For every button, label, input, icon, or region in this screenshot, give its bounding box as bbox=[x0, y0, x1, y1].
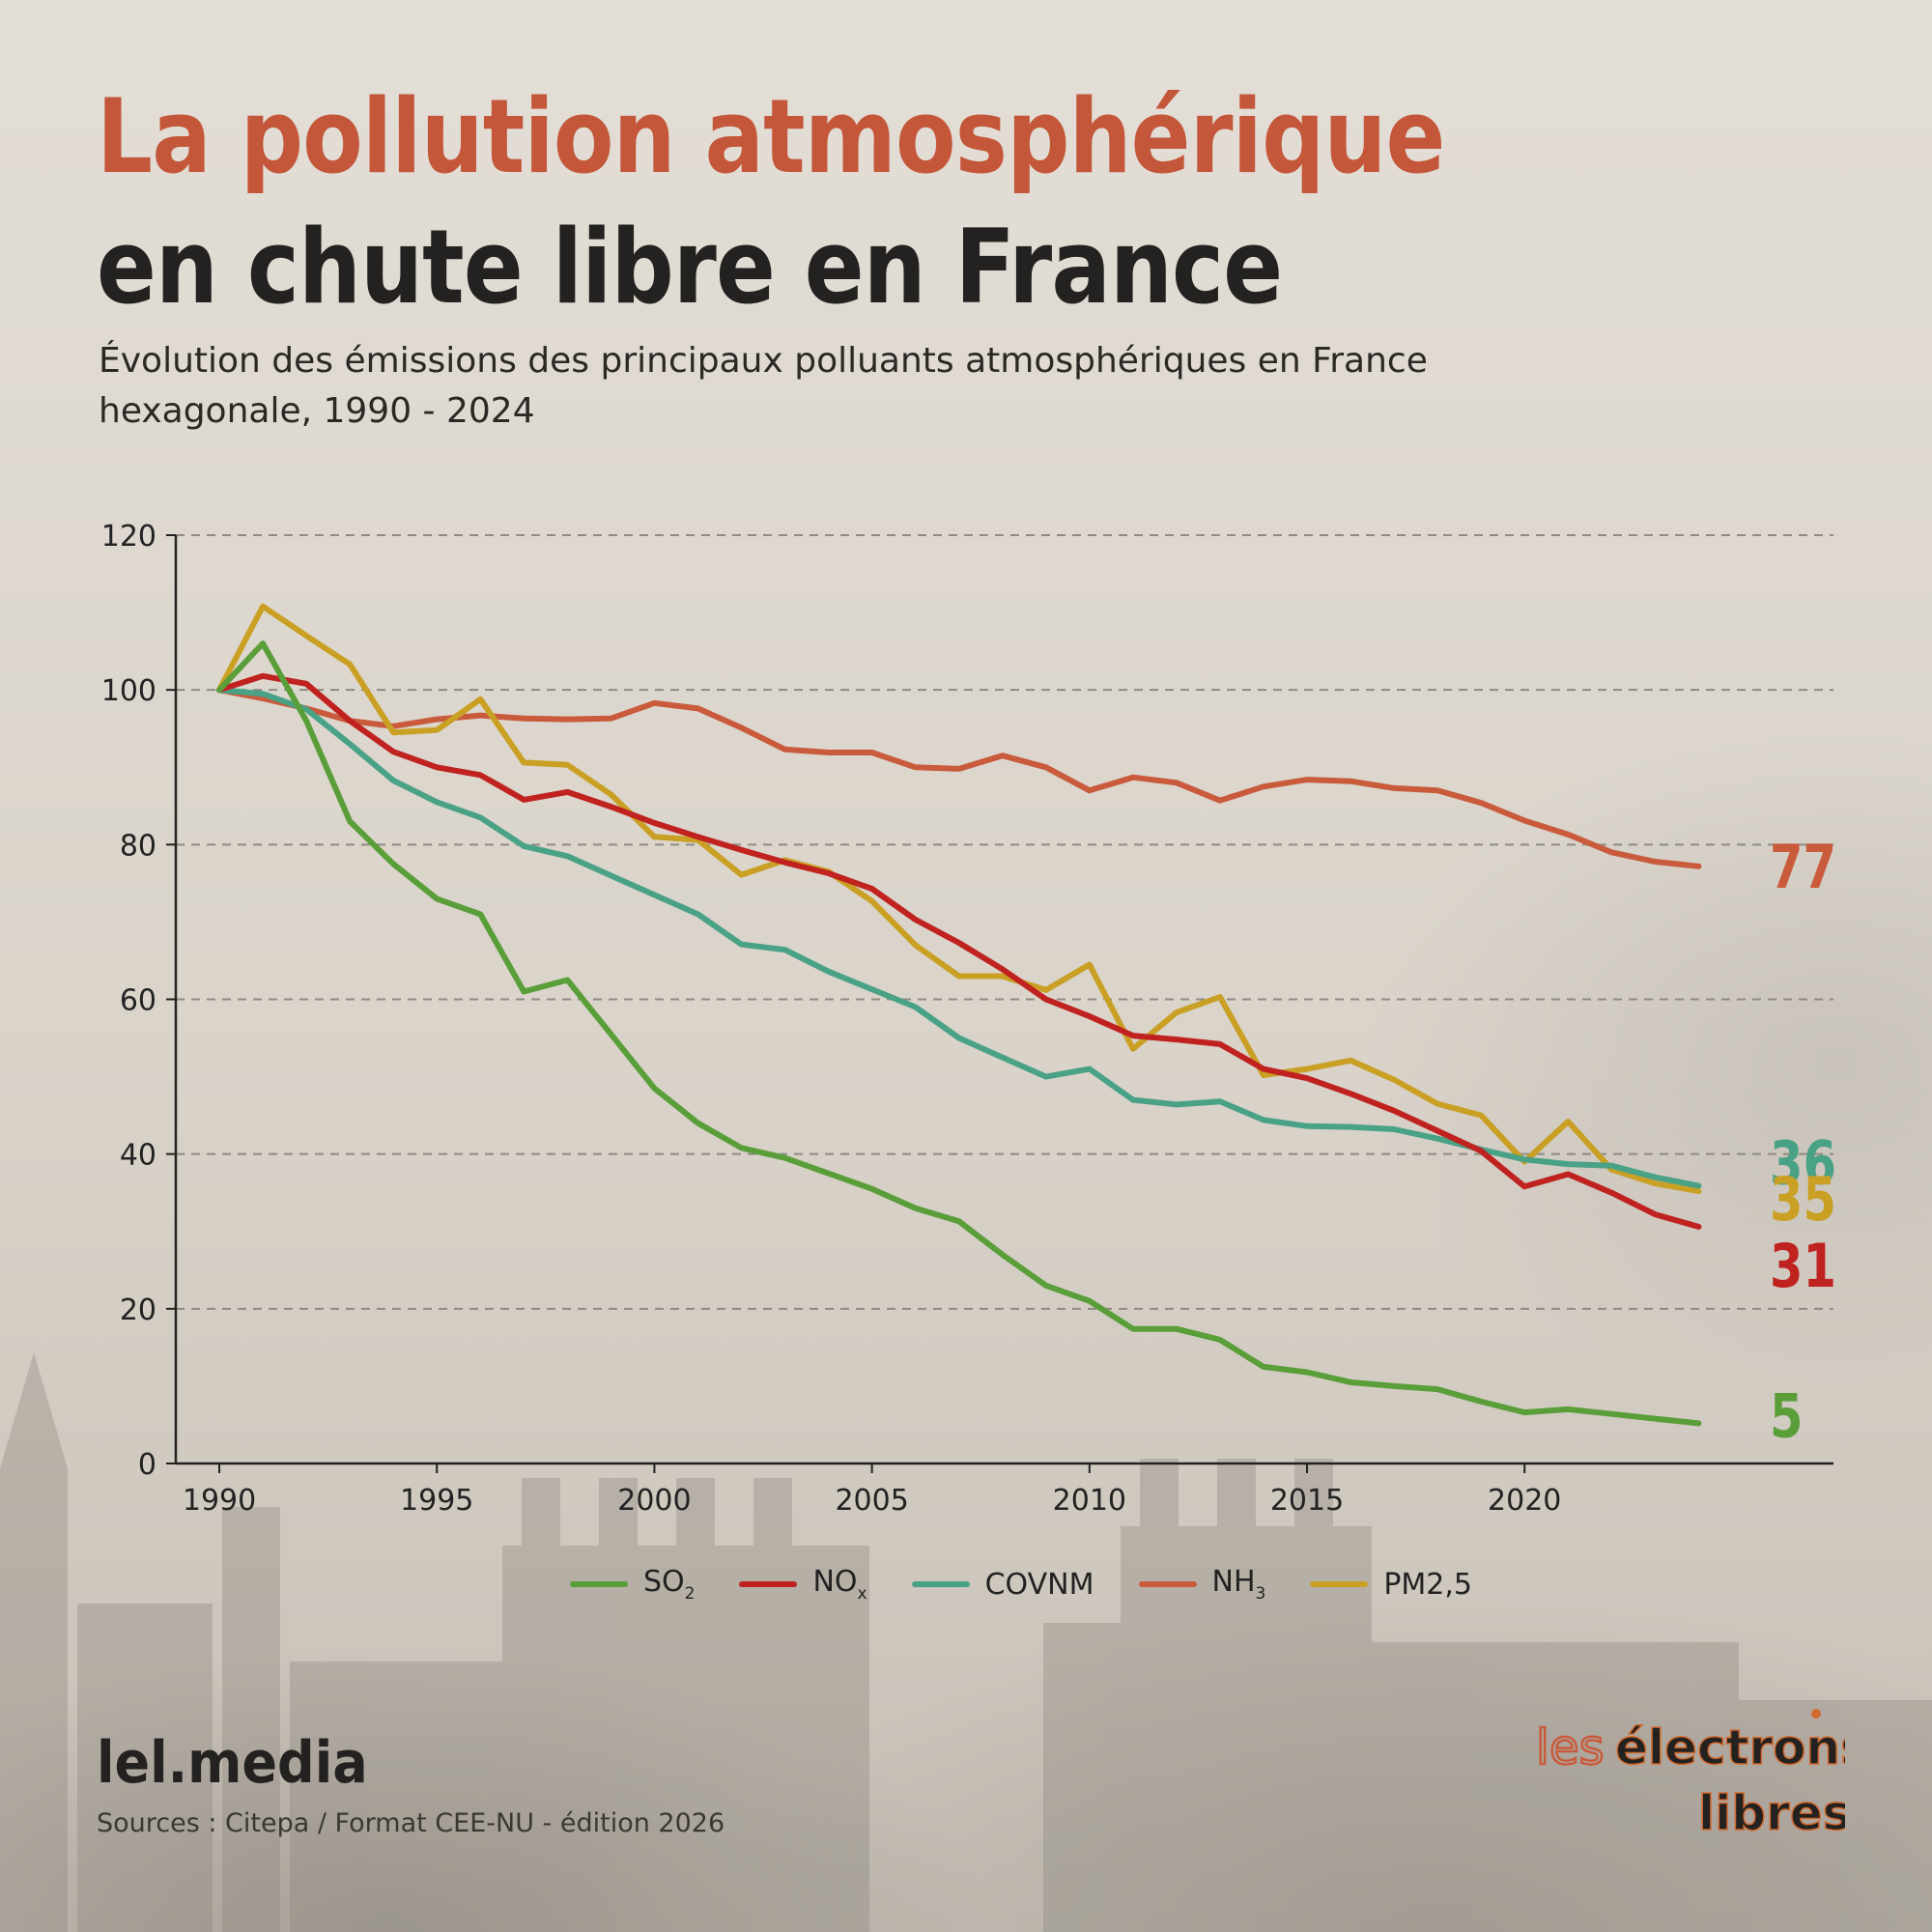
legend-item-COVNM: COVNM bbox=[911, 1565, 1094, 1604]
chart-axes: 0 20 40 60 80 100 120 1990 1995 2000 2005 2010 2015 2… bbox=[101, 520, 1833, 1518]
y-tick-label: 80 bbox=[120, 829, 156, 863]
chart-legend: SO2 NOx COVNM NH3 PM2,5 bbox=[570, 1565, 1472, 1604]
legend-swatch bbox=[739, 1581, 798, 1587]
les-electrons-libres-logo: les électrons libres bbox=[1535, 1709, 1845, 1842]
legend-item-SO2: SO2 bbox=[570, 1565, 695, 1604]
legend-item-PM25: PM2,5 bbox=[1310, 1565, 1472, 1604]
legend-swatch bbox=[1310, 1581, 1369, 1587]
x-tick-label: 1990 bbox=[183, 1484, 256, 1518]
source-note: Sources : Citepa / Format CEE-NU - éditi… bbox=[97, 1808, 725, 1838]
x-tick-label: 2020 bbox=[1488, 1484, 1561, 1518]
legend-item-NH3: NH3 bbox=[1138, 1565, 1266, 1604]
legend-swatch bbox=[1138, 1581, 1197, 1587]
brand-name: lel.media bbox=[97, 1729, 368, 1797]
legend-label: NH3 bbox=[1211, 1565, 1266, 1604]
x-tick-label: 2000 bbox=[617, 1484, 691, 1518]
title-line-2: en chute libre en France bbox=[97, 208, 1283, 327]
y-tick-label: 20 bbox=[120, 1293, 156, 1327]
end-label-PM25: 35 bbox=[1770, 1166, 1836, 1236]
end-label-NOx: 31 bbox=[1770, 1233, 1836, 1302]
x-tick-label: 2015 bbox=[1270, 1484, 1344, 1518]
legend-label: PM2,5 bbox=[1383, 1567, 1473, 1602]
y-tick-label: 100 bbox=[101, 674, 156, 708]
chart-series bbox=[216, 603, 1702, 1427]
legend-swatch bbox=[570, 1581, 628, 1587]
chart-grid bbox=[176, 534, 1833, 1310]
chart-end-labels: 5 31 36 77 35 bbox=[1770, 833, 1836, 1451]
y-tick-label: 120 bbox=[101, 520, 156, 554]
series-line-SO2 bbox=[216, 640, 1702, 1427]
subtitle: Évolution des émissions des principaux p… bbox=[99, 341, 1428, 431]
x-tick-label: 2010 bbox=[1053, 1484, 1126, 1518]
y-tick-label: 0 bbox=[138, 1448, 156, 1482]
legend-item-NOx: NOx bbox=[739, 1565, 867, 1604]
y-tick-label: 40 bbox=[120, 1139, 156, 1173]
smoggy-skyline-background bbox=[0, 1352, 1932, 1932]
end-label-COVNM: 36 bbox=[1770, 1129, 1836, 1199]
end-label-SO2: 5 bbox=[1770, 1382, 1804, 1452]
series-line-COVNM bbox=[216, 687, 1702, 1189]
series-line-NOx bbox=[216, 672, 1702, 1230]
legend-swatch bbox=[911, 1581, 970, 1587]
logo-text-libres: libres bbox=[1698, 1785, 1845, 1841]
legend-label: NOx bbox=[812, 1565, 867, 1604]
legend-label: SO2 bbox=[643, 1565, 696, 1604]
x-tick-label: 2005 bbox=[835, 1484, 908, 1518]
logo-text-les: les bbox=[1536, 1719, 1605, 1776]
end-label-NH3: 77 bbox=[1770, 833, 1836, 902]
legend-label: COVNM bbox=[984, 1567, 1094, 1602]
series-line-NH3 bbox=[216, 687, 1702, 869]
series-line-PM25 bbox=[216, 603, 1702, 1195]
y-tick-label: 60 bbox=[120, 984, 156, 1018]
x-tick-label: 1995 bbox=[400, 1484, 473, 1518]
title-line-1: La pollution atmosphérique bbox=[97, 77, 1445, 196]
logo-text-electrons: électrons bbox=[1615, 1719, 1845, 1776]
